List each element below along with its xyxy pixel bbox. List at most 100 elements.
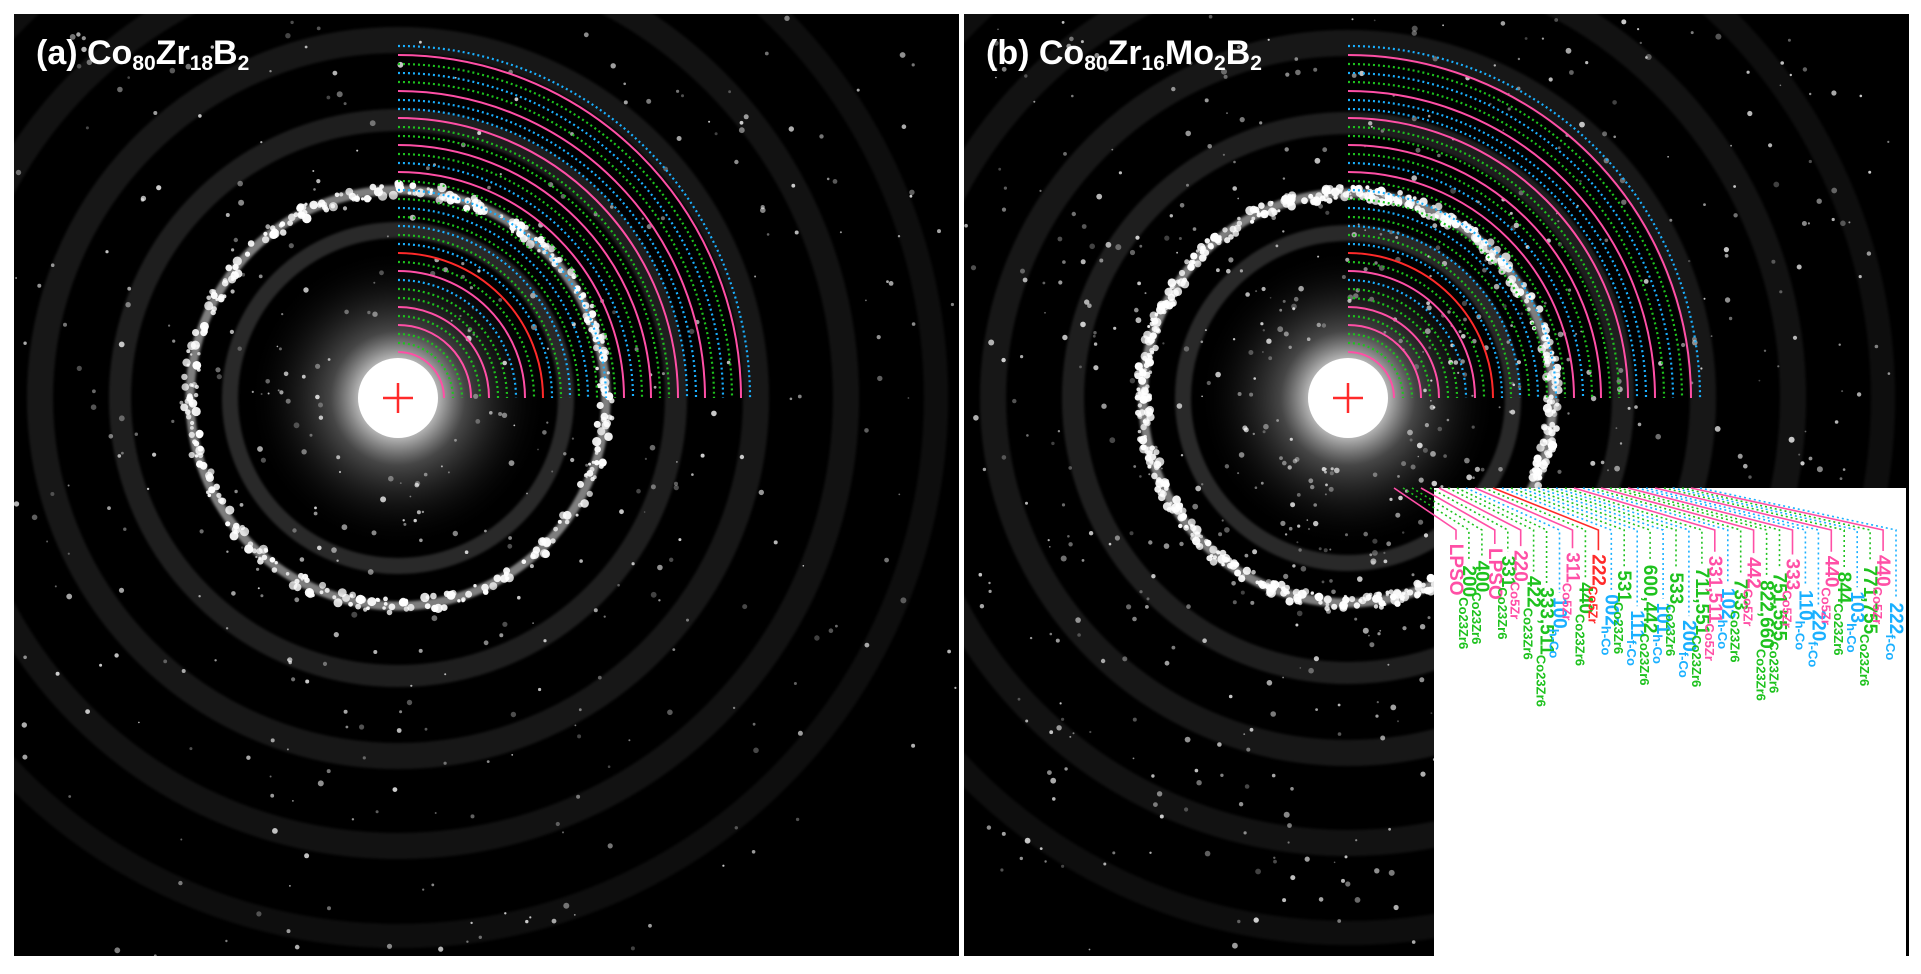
diffraction-spot (257, 558, 264, 565)
diffraction-spot (1621, 19, 1627, 25)
reflection-arc (1347, 144, 1602, 399)
diffraction-spot (1365, 190, 1374, 199)
diffraction-spot (1201, 483, 1204, 486)
reflection-label-text: 102h-Co (1715, 588, 1738, 649)
diffraction-spot (1020, 268, 1025, 274)
diffraction-spot (1427, 114, 1431, 118)
diffraction-spot (1285, 72, 1290, 77)
diffraction-spot (478, 935, 482, 939)
reflection-arc (397, 341, 455, 399)
diffraction-spot (1566, 357, 1571, 362)
leader-line (1492, 487, 1600, 551)
reflection-label-8: 100h-Co (1465, 487, 1570, 658)
diffraction-spot (886, 280, 889, 283)
diffraction-spot (601, 416, 607, 423)
diffraction-spot (1517, 57, 1521, 61)
diffraction-spot (1227, 557, 1232, 562)
diffraction-spot (650, 484, 656, 490)
diffraction-spot (734, 159, 739, 165)
diffraction-spot (1148, 540, 1153, 545)
diffraction-spot (426, 166, 430, 171)
reflection-label-text: 222f-Co (1883, 603, 1906, 661)
diffraction-spot (1315, 708, 1318, 711)
diffraction-spot (1437, 153, 1441, 158)
diffraction-spot (628, 739, 631, 742)
diffraction-background (14, 14, 957, 956)
diffraction-spot (1039, 189, 1042, 192)
diffraction-spot (269, 70, 272, 73)
reflection-arc (397, 252, 544, 399)
diffraction-spot (396, 728, 402, 733)
diffraction-spot (1029, 636, 1033, 640)
diffraction-spot (1557, 220, 1560, 223)
diffraction-spot (1308, 193, 1314, 199)
hkl-index: 440 (1872, 555, 1893, 587)
diffraction-spot (1370, 558, 1377, 565)
diffraction-spot (1184, 807, 1189, 812)
diffraction-spot (15, 277, 17, 279)
diffraction-spot (299, 557, 305, 562)
diffraction-spot (233, 237, 238, 243)
diffraction-spot (1150, 350, 1155, 355)
reflection-arc (1347, 252, 1494, 399)
diffraction-spot (1554, 18, 1559, 22)
diffraction-spot (1383, 602, 1387, 607)
diffraction-spot (1109, 437, 1116, 444)
diffraction-spot (454, 438, 457, 442)
diffraction-spot (1299, 667, 1302, 669)
diffraction-spot (1161, 467, 1163, 470)
diffraction-spot (1859, 94, 1863, 98)
diffraction-spot (579, 559, 583, 563)
diffraction-spot (784, 15, 790, 21)
diffraction-spot (1187, 263, 1195, 271)
reflection-label-text: 220f-Co (1805, 610, 1828, 668)
diffraction-spot (1297, 589, 1307, 599)
diffraction-spot (326, 95, 331, 100)
diffraction-spot (493, 574, 502, 583)
diffraction-spot (202, 322, 205, 325)
reflection-arc (1347, 287, 1459, 399)
diffraction-spot (1149, 321, 1155, 327)
diffraction-spot (1287, 201, 1296, 211)
diffraction-spot (1252, 432, 1255, 436)
diffraction-spot (596, 401, 604, 410)
diffraction-spot (388, 190, 398, 200)
diffraction-spot (1337, 703, 1341, 707)
diffraction-spot (313, 188, 316, 191)
diffraction-spot (392, 787, 398, 792)
diffraction-spot (1615, 427, 1618, 429)
diffraction-spot (1047, 539, 1050, 542)
leader-line (1582, 487, 1729, 584)
diffraction-spot (117, 454, 122, 458)
diffraction-spot (289, 885, 291, 887)
diffraction-spot (1388, 869, 1395, 876)
diffraction-spot (1543, 396, 1550, 403)
diffraction-spot (1304, 856, 1310, 862)
diffraction-spot (586, 476, 588, 479)
formula-subscript: 2 (237, 52, 250, 75)
diffraction-spot (691, 473, 694, 476)
diffraction-spot (1350, 184, 1356, 190)
diffraction-spot (1618, 368, 1624, 373)
diffraction-spot (205, 473, 214, 482)
diffraction-spot (215, 367, 221, 373)
diffraction-spot (674, 481, 678, 486)
diffraction-spot (1295, 69, 1301, 76)
diffraction-spot (1471, 425, 1475, 429)
diffraction-spot (1373, 19, 1376, 22)
diffraction-spot (743, 114, 749, 120)
diffraction-spot (864, 642, 870, 648)
diffraction-spot (241, 546, 244, 549)
leader-line (1411, 487, 1483, 557)
diffraction-spot (333, 598, 343, 608)
diffraction-spot (1260, 322, 1264, 326)
diffraction-spot (1362, 592, 1372, 602)
phase-subscript: Co5Zr (1780, 590, 1795, 628)
diffraction-spot (1688, 259, 1691, 263)
diffraction-spot (876, 335, 881, 340)
diffraction-spot (1411, 30, 1417, 36)
diffraction-spot (1118, 171, 1122, 175)
diffraction-spot (1115, 244, 1122, 251)
reflection-label-7: 333,511Co23Zr6 (1456, 487, 1557, 707)
diffraction-spot (1217, 742, 1222, 747)
